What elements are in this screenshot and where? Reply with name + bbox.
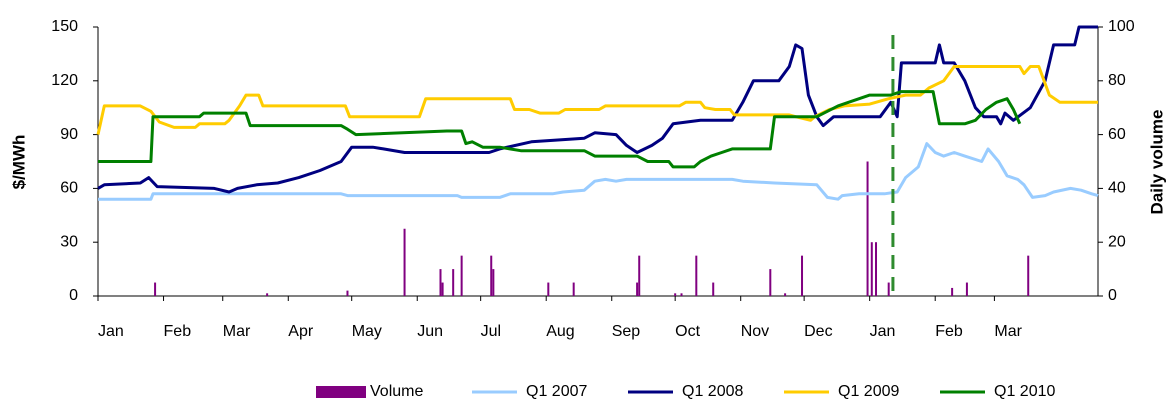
x-tick-label: Dec: [804, 323, 832, 340]
x-tick-label: Apr: [288, 323, 314, 340]
series-line: [98, 142, 1099, 201]
volume-bar: [460, 255, 463, 296]
x-tick-label: Jan: [98, 323, 124, 340]
x-tick-label: Aug: [546, 323, 574, 340]
legend-label: Q1 2010: [994, 383, 1055, 400]
volume-bar: [636, 282, 639, 296]
volume-bar: [346, 290, 349, 296]
series-line: [97, 25, 1098, 194]
y-tick-label: 0: [69, 287, 78, 304]
volume-bar: [154, 282, 157, 296]
volume-bar: [866, 161, 869, 296]
y-tick-label: 90: [60, 126, 78, 143]
y2-tick-label: 100: [1108, 18, 1135, 35]
volume-bar: [674, 293, 677, 296]
volume-bar: [266, 293, 269, 296]
series-line: [98, 90, 1022, 169]
volume-bar: [801, 255, 804, 296]
x-tick-label: May: [352, 323, 382, 340]
legend-label: Q1 2009: [838, 383, 899, 400]
volume-bar: [769, 269, 772, 296]
volume-bar: [452, 269, 455, 296]
x-tick-label: Nov: [741, 323, 769, 340]
volume-bar: [784, 293, 787, 296]
volume-bar: [403, 228, 406, 296]
volume-bar: [680, 293, 683, 296]
volume-bar: [875, 242, 878, 296]
x-tick-label: Sep: [612, 323, 641, 340]
y2-tick-label: 60: [1108, 126, 1126, 143]
y2-tick-label: 80: [1108, 72, 1126, 89]
x-tick-label: Feb: [164, 323, 192, 340]
y-tick-label: 30: [60, 233, 78, 250]
y2-axis-label: Daily volume: [1147, 110, 1166, 215]
y-tick-label: 150: [51, 18, 78, 35]
x-tick-label: Feb: [935, 323, 963, 340]
x-tick-label: Oct: [675, 323, 700, 340]
volume-bar: [490, 255, 493, 296]
legend-swatch: [316, 386, 366, 398]
volume-bar: [441, 282, 444, 296]
series-line: [96, 65, 1098, 135]
volume-bar: [712, 282, 715, 296]
y-axis-label: $/MWh: [9, 135, 28, 190]
x-tick-label: Jan: [870, 323, 896, 340]
x-tick-label: Mar: [994, 323, 1022, 340]
volume-bar: [695, 255, 698, 296]
volume-bar: [638, 255, 641, 296]
volume-bar: [887, 282, 890, 296]
volume-bar: [572, 282, 575, 296]
volume-bar: [870, 242, 873, 296]
x-tick-label: Mar: [223, 323, 251, 340]
x-tick-label: Jun: [417, 323, 443, 340]
volume-bar: [951, 287, 954, 296]
volume-bar: [1027, 255, 1030, 296]
y2-tick-label: 40: [1108, 180, 1126, 197]
y2-tick-label: 0: [1108, 287, 1117, 304]
legend-label: Volume: [370, 383, 423, 400]
legend-label: Q1 2008: [682, 383, 743, 400]
x-tick-label: Jul: [481, 323, 501, 340]
volume-bar: [965, 282, 968, 296]
y-tick-label: 60: [60, 180, 78, 197]
volume-bar: [547, 282, 550, 296]
volume-bar: [492, 269, 495, 296]
volume-bar: [439, 269, 442, 296]
legend-label: Q1 2007: [526, 383, 587, 400]
y-tick-label: 120: [51, 72, 78, 89]
y2-tick-label: 20: [1108, 233, 1126, 250]
